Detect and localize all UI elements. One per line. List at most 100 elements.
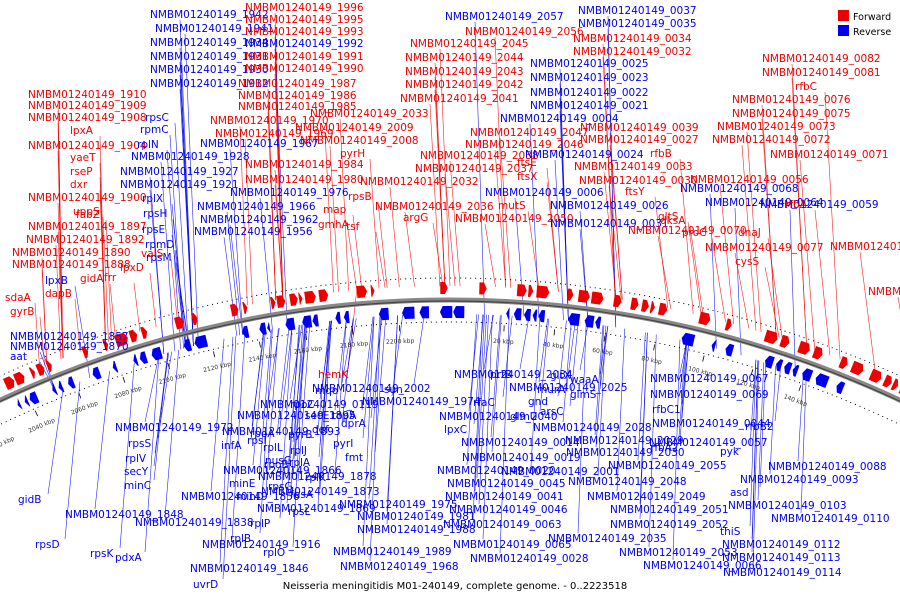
callout-line bbox=[594, 325, 604, 436]
gene-label: NMBM01240149_1969 bbox=[215, 128, 334, 140]
callout-line bbox=[539, 318, 549, 412]
gene-label: lpxB bbox=[45, 275, 68, 287]
gene-label: NMBM01240149_2008 bbox=[300, 135, 419, 147]
gene-label: NMBM01240149_1970 bbox=[210, 115, 329, 127]
gene-label: gnd bbox=[528, 396, 548, 408]
gene-label: NMBM01240149_0025 bbox=[530, 58, 649, 70]
gene-label: rplA bbox=[289, 457, 311, 469]
callout-line bbox=[329, 145, 339, 292]
gene-label: NMBM01240149_0021 bbox=[530, 100, 649, 112]
callout-line bbox=[39, 316, 46, 366]
gene-label: NMBM01240149_0081 bbox=[762, 67, 881, 79]
callout-line bbox=[149, 189, 165, 354]
callout-line bbox=[484, 223, 496, 288]
gene-label: rfbC bbox=[795, 81, 817, 93]
callout-line bbox=[317, 320, 330, 507]
callout-line bbox=[286, 324, 300, 504]
callout-line bbox=[687, 221, 702, 316]
gene-label: lpxC bbox=[444, 424, 467, 436]
gene-label: NMBM01240149_0068 bbox=[680, 183, 799, 195]
reverse-gene-arrow bbox=[439, 306, 453, 319]
gene-label: NMBM01240149_2040 bbox=[439, 411, 558, 423]
gene-label: NMBM01240149_0082 bbox=[762, 53, 881, 65]
callout-line bbox=[341, 318, 354, 425]
gene-label: asd bbox=[730, 487, 749, 499]
callout-line bbox=[149, 272, 157, 328]
gene-label: NMBM01240149_1989 bbox=[333, 546, 452, 558]
reverse-gene-arrow bbox=[335, 311, 341, 324]
callout-line bbox=[259, 329, 273, 534]
reverse-gene-arrow bbox=[419, 306, 430, 319]
callout-line bbox=[814, 209, 831, 356]
callout-line bbox=[474, 21, 485, 315]
gene-label: infA bbox=[221, 440, 242, 452]
scale-tick-label: 2040 kbp bbox=[27, 417, 56, 435]
gene-label: NMBM01240149_0103 bbox=[728, 500, 847, 512]
gene-label: NMBM01240149_1869 bbox=[257, 503, 376, 515]
callout-line bbox=[527, 210, 540, 290]
callout-line bbox=[490, 315, 501, 438]
gene-label: rpsI bbox=[247, 435, 267, 447]
gene-label: rplX bbox=[142, 193, 163, 205]
gene-label: NMBM01240149_1866 bbox=[223, 465, 342, 477]
callout-line bbox=[318, 320, 331, 458]
callout-line bbox=[94, 370, 110, 510]
gene-label: NMBM01240149_1981 bbox=[357, 511, 476, 523]
gene-label: rpsM bbox=[146, 252, 172, 264]
gene-label: rplV bbox=[125, 453, 147, 465]
callout-line bbox=[494, 36, 507, 288]
gene-label: lpxA bbox=[70, 125, 94, 137]
gene-label: NMBM01240149_1962 bbox=[200, 214, 319, 226]
gene-label: NMBM01240149_1974 bbox=[362, 396, 481, 408]
gene-label: NMBM01240149_1888 bbox=[12, 259, 131, 271]
callout-line bbox=[294, 323, 308, 456]
gene-label: NMBM01240149_1893 bbox=[222, 426, 341, 438]
scale-tick-mark bbox=[122, 376, 126, 383]
forward-gene-arrow bbox=[190, 312, 198, 326]
reverse-gene-arrow bbox=[524, 308, 532, 322]
callout-line bbox=[361, 316, 374, 411]
reverse-gene-arrow bbox=[139, 351, 149, 364]
map-caption: Neisseria meningitidis M01-240149, compl… bbox=[283, 581, 628, 592]
gene-label: pdxA bbox=[115, 552, 143, 564]
gene-label: dnaJ bbox=[738, 227, 761, 239]
gene-label: pyrB bbox=[288, 429, 312, 441]
gene-label: NMBM01240149_1873 bbox=[261, 486, 380, 498]
callout-line bbox=[267, 111, 277, 301]
gene-label: NMBM01240149_1910 bbox=[28, 89, 147, 101]
gene-label: uppS bbox=[73, 206, 100, 218]
callout-line bbox=[689, 225, 704, 317]
gene-label: NMBM01240149_1892 bbox=[26, 234, 145, 246]
callout-line bbox=[219, 336, 234, 564]
reverse-gene-arrow bbox=[776, 359, 784, 372]
callout-line bbox=[102, 216, 109, 342]
gene-label: NMBM01240149_0074 bbox=[830, 241, 900, 253]
scale-tick-mark bbox=[702, 355, 705, 362]
callout-line bbox=[734, 207, 742, 356]
gene-label: ftsX bbox=[517, 171, 537, 183]
scale-tick-label: 2200 kbp bbox=[386, 338, 415, 346]
gene-label: NMBM01240149_0041 bbox=[445, 491, 564, 503]
scale-tick-label: 60 kbp bbox=[592, 347, 614, 357]
legend-swatch bbox=[838, 25, 849, 36]
gene-label: NMBM01240149_1857 bbox=[10, 331, 129, 343]
gene-label: sdaA bbox=[5, 292, 32, 304]
callout-line bbox=[239, 125, 248, 306]
forward-gene-arrow bbox=[479, 282, 487, 295]
gene-label: NMBM01240149_2032 bbox=[360, 176, 479, 188]
reverse-gene-arrow bbox=[815, 373, 830, 388]
gene-label: NMBM01240149_1931 bbox=[150, 51, 269, 63]
gene-label: pyrI bbox=[333, 438, 353, 450]
gene-label: rpoB bbox=[264, 459, 289, 471]
gene-label: NMBM01240149_0093 bbox=[740, 474, 859, 486]
callout-line bbox=[562, 321, 572, 423]
forward-gene-arrow bbox=[276, 295, 286, 308]
gene-label: NMBM01240149_0119 bbox=[260, 399, 379, 411]
callout-line bbox=[389, 186, 400, 288]
callout-line bbox=[746, 131, 762, 333]
forward-gene-arrow bbox=[35, 363, 45, 377]
gene-label: rpsL bbox=[288, 506, 310, 518]
forward-gene-arrow bbox=[797, 340, 810, 355]
gene-label: NMBM01240149_2041 bbox=[400, 93, 519, 105]
gene-label: NMBM01240149_0071 bbox=[770, 149, 889, 161]
